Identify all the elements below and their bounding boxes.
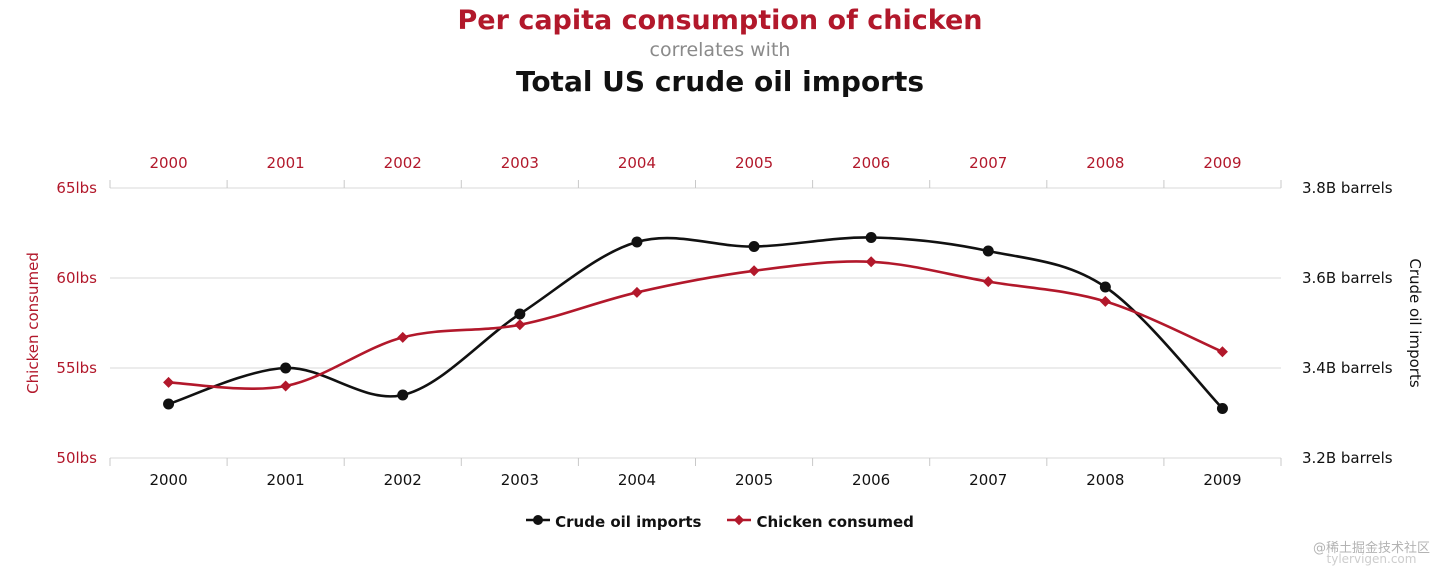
chicken-consumed-marker [514,319,526,331]
x-tick-label-top: 2007 [969,154,1007,172]
chicken-consumed-marker [748,265,760,277]
legend-item-chicken-consumed: Chicken consumed [727,512,914,531]
chicken-consumed-line [167,260,1224,390]
crude-oil-imports-marker [748,241,760,252]
chart-header: Per capita consumption of chicken correl… [0,4,1440,101]
chicken-consumed-marker [1216,346,1228,358]
crude-oil-imports-marker [514,308,526,320]
left-axis-tick-label: 65lbs [56,179,97,197]
crude-oil-imports-marker [397,389,409,401]
x-tick-label-top: 2008 [1086,154,1124,172]
chicken-consumed-marker [1099,295,1111,307]
x-tick-label-top: 2006 [852,154,890,172]
legend-label-crude-oil-imports: Crude oil imports [555,512,702,531]
crude-oil-imports-marker [280,362,292,374]
legend-label-chicken-consumed: Chicken consumed [756,512,914,531]
crude-oil-imports-marker [865,232,877,243]
right-axis-tick-label: 3.6B barrels [1302,269,1393,287]
diamond-glyph [727,514,752,526]
chicken-consumed-marker [163,376,175,388]
crude-oil-imports-marker [163,398,175,410]
circle-marker-icon [526,512,551,531]
x-tick-label-top: 2001 [267,154,305,172]
watermark-community-text: @稀土掘金技术社区 [1312,540,1430,556]
watermark-site-text: tylervigen.com [1326,552,1417,567]
x-tick-label-top: 2009 [1203,154,1241,172]
x-tick-label-bottom: 2008 [1086,471,1124,489]
right-axis-tick-label: 3.2B barrels [1302,449,1393,467]
title-secondary: Total US crude oil imports [515,65,925,99]
x-tick-label-bottom: 2009 [1203,471,1241,489]
left-axis-tick-label: 50lbs [56,449,97,467]
crude-oil-imports-marker [1216,403,1228,414]
title-connector: correlates with [649,38,791,61]
x-tick-label-top: 2002 [384,154,422,172]
x-tick-label-top: 2000 [149,154,187,172]
chart-legend: Crude oil imports Chicken consumed [0,512,1440,531]
title-primary: Per capita consumption of chicken [457,5,983,36]
chicken-consumed-marker [397,331,409,343]
crude-oil-imports-line [167,236,1224,410]
crude-oil-imports-marker [982,245,994,257]
x-tick-label-bottom: 2006 [852,471,890,489]
watermark: @稀土掘金技术社区 tylervigen.com [1313,542,1430,566]
x-tick-label-top: 2004 [618,154,656,172]
x-tick-label-bottom: 2002 [384,471,422,489]
x-tick-label-bottom: 2007 [969,471,1007,489]
circle-glyph [526,515,551,525]
chicken-consumed-marker [631,286,643,298]
chicken-consumed-marker [280,380,292,392]
x-tick-label-bottom: 2003 [501,471,539,489]
crude-oil-imports-marker [631,236,643,248]
x-tick-label-bottom: 2000 [149,471,187,489]
left-axis-title: Chicken consumed [24,252,42,394]
x-tick-label-top: 2003 [501,154,539,172]
chicken-consumed-marker [865,256,877,268]
x-tick-label-bottom: 2005 [735,471,773,489]
x-tick-label-bottom: 2001 [267,471,305,489]
left-axis-tick-label: 60lbs [56,269,97,287]
chicken-consumed-marker [982,276,994,288]
right-axis-tick-label: 3.8B barrels [1302,179,1393,197]
diamond-marker-icon [727,512,752,531]
crude-oil-imports-marker [1099,281,1111,293]
right-axis-tick-label: 3.4B barrels [1302,359,1393,377]
legend-item-crude-oil-imports: Crude oil imports [526,512,701,531]
right-axis-title: Crude oil imports [1406,258,1424,387]
x-tick-label-bottom: 2004 [618,471,656,489]
left-axis-tick-label: 55lbs [56,359,97,377]
x-tick-label-top: 2005 [735,154,773,172]
